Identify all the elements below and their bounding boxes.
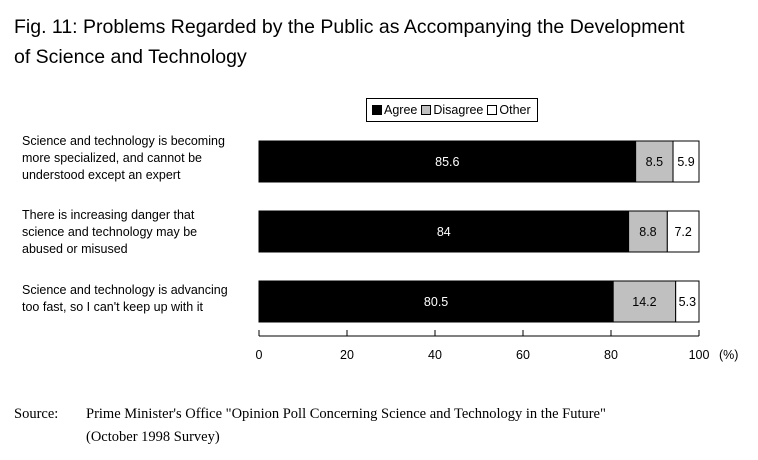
bar-other-2 — [666, 210, 700, 253]
category-label-line: abused or misused — [22, 242, 128, 256]
x-axis-unit: (%) — [719, 348, 738, 362]
data-label-other-2: 7.2 — [674, 225, 691, 239]
data-label-disagree-2: 8.8 — [639, 225, 656, 239]
data-label-agree-3: 80.5 — [424, 295, 448, 309]
category-label-2: There is increasing danger that science … — [22, 207, 250, 258]
legend-label-agree: Agree — [384, 103, 418, 117]
category-label-1: Science and technology is becoming more … — [22, 133, 250, 184]
x-tick-label-0: 0 — [256, 348, 263, 362]
legend-item-agree: Agree — [372, 103, 417, 117]
data-label-other-1: 5.9 — [677, 155, 694, 169]
bar-agree-1 — [258, 140, 637, 183]
category-label-line: There is increasing danger that — [22, 208, 195, 222]
source-label: Source: — [14, 406, 59, 422]
data-label-disagree-1: 8.5 — [646, 155, 663, 169]
legend-item-disagree: Disagree — [421, 103, 483, 117]
chart-title: Fig. 11: Problems Regarded by the Public… — [14, 12, 744, 72]
legend-swatch-disagree — [421, 105, 432, 115]
x-tick-label-100: 100 — [689, 348, 710, 362]
stacked-bar-chart: 85.6 8.5 5.9 84 8.8 7.2 80.5 14.2 5.3 0 20 40 60 80 10… — [256, 140, 738, 362]
bar-disagree-2 — [628, 210, 668, 253]
category-label-line: understood except an expert — [22, 168, 181, 182]
x-tick-label-20: 20 — [340, 348, 354, 362]
category-label-line: too fast, so I can't keep up with it — [22, 300, 203, 314]
data-label-agree-2: 84 — [437, 225, 451, 239]
legend-label-disagree: Disagree — [433, 103, 484, 117]
legend-swatch-other — [487, 105, 498, 115]
bar-disagree-1 — [635, 140, 674, 183]
bar-agree-2 — [258, 210, 630, 253]
legend-swatch-agree — [372, 105, 382, 115]
category-label-line: Science and technology is advancing — [22, 283, 228, 297]
category-label-3: Science and technology is advancing too … — [22, 282, 250, 316]
chart-title-line-2: of Science and Technology — [14, 46, 247, 68]
legend-label-other: Other — [499, 103, 531, 117]
category-label-line: Science and technology is becoming — [22, 134, 225, 148]
bar-other-3 — [675, 280, 700, 323]
x-tick-label-60: 60 — [516, 348, 530, 362]
bar-other-1 — [672, 140, 700, 183]
chart-title-line-1: Fig. 11: Problems Regarded by the Public… — [14, 16, 685, 38]
bar-disagree-3 — [612, 280, 677, 323]
data-label-other-3: 5.3 — [679, 295, 696, 309]
x-tick-label-40: 40 — [428, 348, 442, 362]
legend-item-other: Other — [487, 103, 531, 117]
category-label-line: science and technology may be — [22, 225, 198, 239]
x-tick-label-80: 80 — [604, 348, 618, 362]
data-label-disagree-3: 14.2 — [632, 295, 656, 309]
category-label-line: more specialized, and cannot be — [22, 151, 202, 165]
data-label-agree-1: 85.6 — [435, 155, 459, 169]
legend: Agree Disagree Other — [366, 98, 538, 122]
bar-agree-3 — [258, 280, 614, 323]
source-line-1: Prime Minister's Office "Opinion Poll Co… — [86, 406, 606, 422]
source-line-2: (October 1998 Survey) — [86, 429, 220, 445]
